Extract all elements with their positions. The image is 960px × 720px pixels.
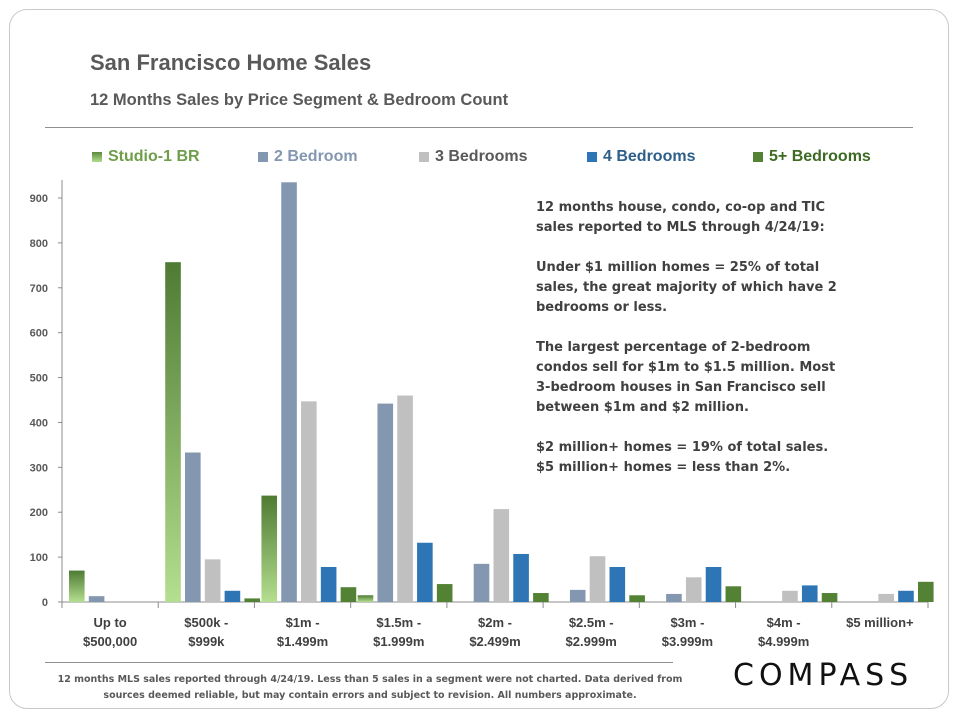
x-tick-label: $3.999m [662,634,713,649]
x-tick-label: $2.499m [469,634,520,649]
legend-item-5br: 5+ Bedrooms [753,148,871,166]
legend: Studio-1 BR 2 Bedroom 3 Bedrooms 4 Bedro… [0,148,960,172]
legend-label-studio: Studio-1 BR [108,148,200,165]
bar-5-bedrooms-6 [725,586,742,602]
legend-swatch-2br [258,152,268,162]
y-tick-label: 300 [30,462,48,474]
y-tick-label: 800 [30,238,48,250]
y-tick-label: 400 [30,417,48,429]
bar-5-bedrooms-1 [244,598,261,602]
x-tick-label: $4m - [767,615,801,630]
chart-title: San Francisco Home Sales [90,50,372,75]
bar-studio-1-br-1 [165,262,181,602]
bar-studio-1-br-3 [357,595,374,602]
legend-swatch-3br [419,152,429,162]
y-tick-label: 200 [30,507,48,519]
legend-swatch-4br [587,152,597,162]
annotation-paragraph-4: $2 million+ homes = 19% of total sales. … [536,440,829,475]
footnote: 12 months MLS sales reported through 4/2… [57,674,683,701]
bar-3-bedrooms-8 [878,593,894,602]
x-tick-label: $2.5m - [569,615,614,630]
bar-4-bedrooms-6 [705,566,722,602]
bar-2-bedroom-3 [377,403,394,602]
bar-studio-1-br-2 [261,495,278,602]
bar-3-bedrooms-4 [493,509,510,602]
x-tick-label: $2.999m [566,634,617,649]
footer-divider [45,662,673,663]
title-divider [45,127,913,128]
x-tick-label: $4.999m [758,634,809,649]
legend-item-2br: 2 Bedroom [258,148,358,166]
bar-3-bedrooms-1 [204,559,221,602]
y-tick-label: 500 [30,373,48,385]
bar-4-bedrooms-5 [609,566,626,602]
bar-5-bedrooms-4 [533,593,549,602]
legend-swatch-5br [753,152,763,162]
bar-5-bedrooms-8 [917,581,934,602]
bar-2-bedroom-5 [569,589,586,602]
bar-3-bedrooms-6 [685,577,702,602]
bar-4-bedrooms-3 [417,542,433,602]
bar-3-bedrooms-2 [301,401,317,602]
legend-item-studio: Studio-1 BR [92,148,200,166]
x-tick-label: $1.499m [277,634,328,649]
bar-5-bedrooms-2 [340,587,357,602]
y-tick-label: 600 [30,328,48,340]
y-tick-label: 700 [30,283,48,295]
bar-studio-1-br-0 [69,570,85,602]
x-tick-label: $1.5m - [376,615,421,630]
x-tick-label: $5 million+ [846,615,914,630]
x-tick-label: $1m - [286,615,320,630]
annotation-box: 12 months house, condo, co-op and TIC sa… [527,190,857,484]
legend-label-4br: 4 Bedrooms [603,148,696,165]
bar-2-bedroom-2 [281,182,297,603]
legend-swatch-studio [92,152,102,162]
bar-4-bedrooms-1 [224,590,241,602]
legend-item-3br: 3 Bedrooms [419,148,527,166]
x-tick-label: $2m - [478,615,512,630]
bar-3-bedrooms-5 [589,556,606,602]
bar-5-bedrooms-7 [821,593,838,602]
annotation-paragraph-3: The largest percentage of 2-bedroom cond… [536,340,836,415]
x-tick-label: $3m - [670,615,704,630]
legend-item-4br: 4 Bedrooms [587,148,695,166]
x-tick-label: $999k [188,634,225,649]
bar-3-bedrooms-7 [782,590,798,602]
bar-5-bedrooms-5 [629,595,645,602]
y-tick-label: 0 [42,597,48,609]
x-tick-label: $1.999m [373,634,424,649]
x-tick-label: Up to [94,615,127,630]
y-tick-label: 100 [30,552,48,564]
bar-2-bedroom-1 [185,452,201,602]
annotation-paragraph-2: Under $1 million homes = 25% of total sa… [536,260,837,315]
bar-4-bedrooms-8 [898,590,914,602]
bar-4-bedrooms-2 [320,566,337,602]
x-tick-label: $500,000 [83,634,137,649]
bar-2-bedroom-6 [666,593,682,602]
bar-4-bedrooms-4 [513,553,529,602]
bar-4-bedrooms-7 [801,585,818,602]
chart-subtitle: 12 Months Sales by Price Segment & Bedro… [90,91,509,109]
x-tick-label: $500k - [184,615,228,630]
bar-5-bedrooms-3 [436,584,453,602]
legend-label-5br: 5+ Bedrooms [769,148,871,165]
bar-3-bedrooms-3 [397,395,413,602]
y-tick-label: 900 [30,193,48,205]
compass-logo: COMPASS [733,658,914,693]
legend-label-3br: 3 Bedrooms [435,148,528,165]
annotation-paragraph-1: 12 months house, condo, co-op and TIC sa… [536,200,826,235]
bar-2-bedroom-0 [88,596,105,602]
bar-2-bedroom-4 [473,563,490,602]
legend-label-2br: 2 Bedroom [274,148,358,165]
